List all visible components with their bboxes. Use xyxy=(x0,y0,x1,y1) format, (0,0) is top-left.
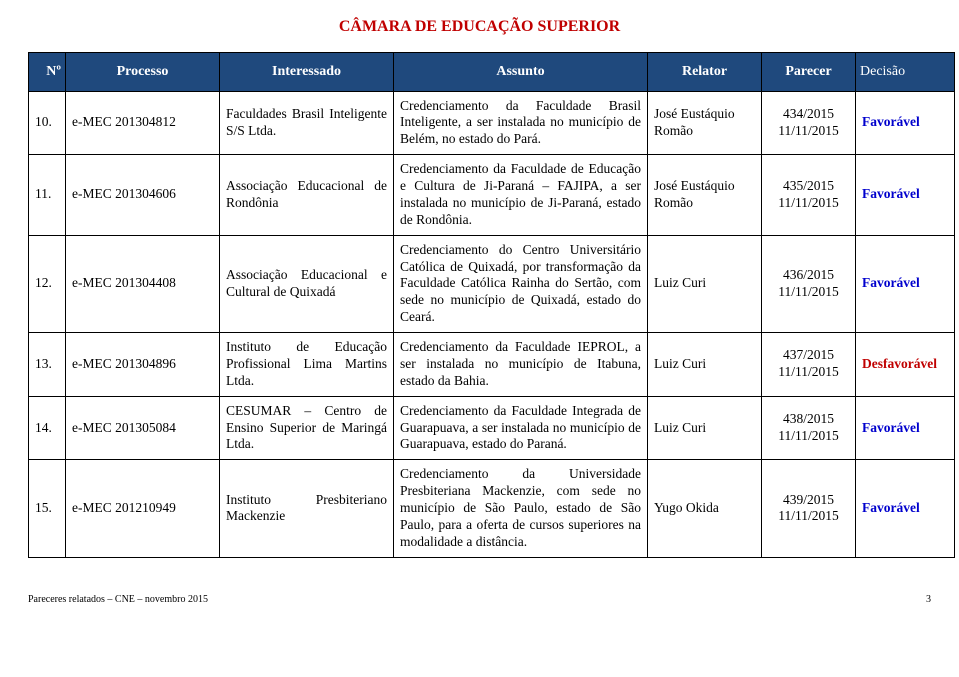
cell-processo: e-MEC 201305084 xyxy=(66,396,220,460)
cell-decisao: Favorável xyxy=(856,91,955,155)
header-interessado: Interessado xyxy=(220,53,394,92)
cell-parecer: 436/2015 11/11/2015 xyxy=(762,235,856,332)
table-row: 13.e-MEC 201304896Instituto de Educação … xyxy=(29,333,955,397)
parecer-date: 11/11/2015 xyxy=(778,364,839,379)
cell-assunto: Credenciamento da Universidade Presbiter… xyxy=(394,460,648,557)
footer-left-text: Pareceres relatados – CNE – novembro 201… xyxy=(28,594,208,605)
parecer-number: 436/2015 xyxy=(783,267,834,282)
header-assunto: Assunto xyxy=(394,53,648,92)
header-n: Nº xyxy=(29,53,66,92)
cell-processo: e-MEC 201210949 xyxy=(66,460,220,557)
cell-interessado: Instituto Presbiteriano Mackenzie xyxy=(220,460,394,557)
cell-decisao: Favorável xyxy=(856,396,955,460)
page-footer: Pareceres relatados – CNE – novembro 201… xyxy=(28,594,931,605)
decisao-label: Desfavorável xyxy=(862,356,937,371)
main-table: Nº Processo Interessado Assunto Relator … xyxy=(28,52,955,558)
cell-parecer: 437/2015 11/11/2015 xyxy=(762,333,856,397)
parecer-number: 438/2015 xyxy=(783,411,834,426)
decisao-label: Favorável xyxy=(862,275,920,290)
table-row: 11.e-MEC 201304606Associação Educacional… xyxy=(29,155,955,236)
cell-interessado: Associação Educacional de Rondônia xyxy=(220,155,394,236)
decisao-label: Favorável xyxy=(862,420,920,435)
table-row: 10.e-MEC 201304812Faculdades Brasil Inte… xyxy=(29,91,955,155)
cell-processo: e-MEC 201304606 xyxy=(66,155,220,236)
cell-n: 13. xyxy=(29,333,66,397)
cell-n: 12. xyxy=(29,235,66,332)
cell-parecer: 438/2015 11/11/2015 xyxy=(762,396,856,460)
cell-assunto: Credenciamento da Faculdade de Educação … xyxy=(394,155,648,236)
header-processo: Processo xyxy=(66,53,220,92)
cell-assunto: Credenciamento do Centro Universitário C… xyxy=(394,235,648,332)
cell-interessado: CESUMAR – Centro de Ensino Superior de M… xyxy=(220,396,394,460)
table-row: 14.e-MEC 201305084CESUMAR – Centro de En… xyxy=(29,396,955,460)
cell-assunto: Credenciamento da Faculdade Brasil Intel… xyxy=(394,91,648,155)
cell-relator: Yugo Okida xyxy=(648,460,762,557)
decisao-label: Favorável xyxy=(862,186,920,201)
decisao-label: Favorável xyxy=(862,500,920,515)
table-header-row: Nº Processo Interessado Assunto Relator … xyxy=(29,53,955,92)
cell-parecer: 439/201511/11/2015 xyxy=(762,460,856,557)
cell-interessado: Instituto de Educação Profissional Lima … xyxy=(220,333,394,397)
cell-relator: José Eustáquio Romão xyxy=(648,91,762,155)
cell-relator: Luiz Curi xyxy=(648,333,762,397)
cell-n: 15. xyxy=(29,460,66,557)
cell-interessado: Associação Educacional e Cultural de Qui… xyxy=(220,235,394,332)
parecer-date: 11/11/2015 xyxy=(778,284,839,299)
header-relator: Relator xyxy=(648,53,762,92)
cell-decisao: Favorável xyxy=(856,235,955,332)
table-row: 15.e-MEC 201210949Instituto Presbiterian… xyxy=(29,460,955,557)
parecer-number: 434/2015 xyxy=(783,106,834,121)
cell-n: 10. xyxy=(29,91,66,155)
cell-processo: e-MEC 201304812 xyxy=(66,91,220,155)
cell-assunto: Credenciamento da Faculdade IEPROL, a se… xyxy=(394,333,648,397)
cell-interessado: Faculdades Brasil Inteligente S/S Ltda. xyxy=(220,91,394,155)
cell-decisao: Favorável xyxy=(856,460,955,557)
cell-decisao: Favorável xyxy=(856,155,955,236)
cell-parecer: 435/2015 11/11/2015 xyxy=(762,155,856,236)
parecer-date: 11/11/2015 xyxy=(778,428,839,443)
parecer-number: 439/2015 xyxy=(783,492,834,507)
footer-page-number: 3 xyxy=(926,594,931,605)
cell-processo: e-MEC 201304408 xyxy=(66,235,220,332)
cell-relator: Luiz Curi xyxy=(648,396,762,460)
decisao-label: Favorável xyxy=(862,114,920,129)
cell-decisao: Desfavorável xyxy=(856,333,955,397)
parecer-date: 11/11/2015 xyxy=(778,508,839,523)
header-decisao: Decisão xyxy=(856,53,955,92)
page-container: CÂMARA DE EDUCAÇÃO SUPERIOR Nº Processo … xyxy=(0,0,959,619)
cell-assunto: Credenciamento da Faculdade Integrada de… xyxy=(394,396,648,460)
parecer-number: 435/2015 xyxy=(783,178,834,193)
parecer-number: 437/2015 xyxy=(783,347,834,362)
cell-parecer: 434/2015 11/11/2015 xyxy=(762,91,856,155)
table-row: 12.e-MEC 201304408Associação Educacional… xyxy=(29,235,955,332)
parecer-date: 11/11/2015 xyxy=(778,123,839,138)
cell-processo: e-MEC 201304896 xyxy=(66,333,220,397)
parecer-date: 11/11/2015 xyxy=(778,195,839,210)
cell-relator: Luiz Curi xyxy=(648,235,762,332)
cell-n: 14. xyxy=(29,396,66,460)
page-title: CÂMARA DE EDUCAÇÃO SUPERIOR xyxy=(28,18,931,36)
header-parecer: Parecer xyxy=(762,53,856,92)
cell-n: 11. xyxy=(29,155,66,236)
cell-relator: José Eustáquio Romão xyxy=(648,155,762,236)
